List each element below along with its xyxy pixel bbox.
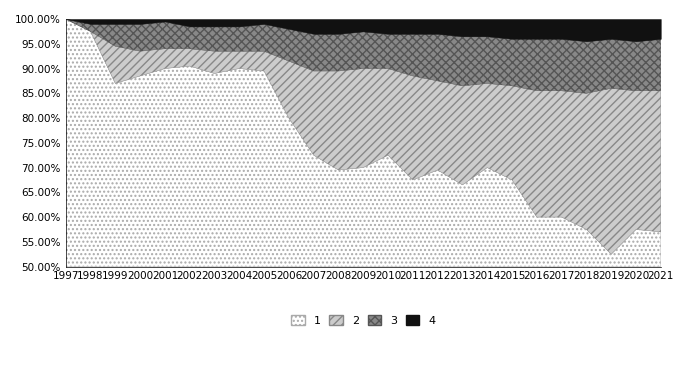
Legend: 1, 2, 3, 4: 1, 2, 3, 4 (287, 311, 440, 330)
